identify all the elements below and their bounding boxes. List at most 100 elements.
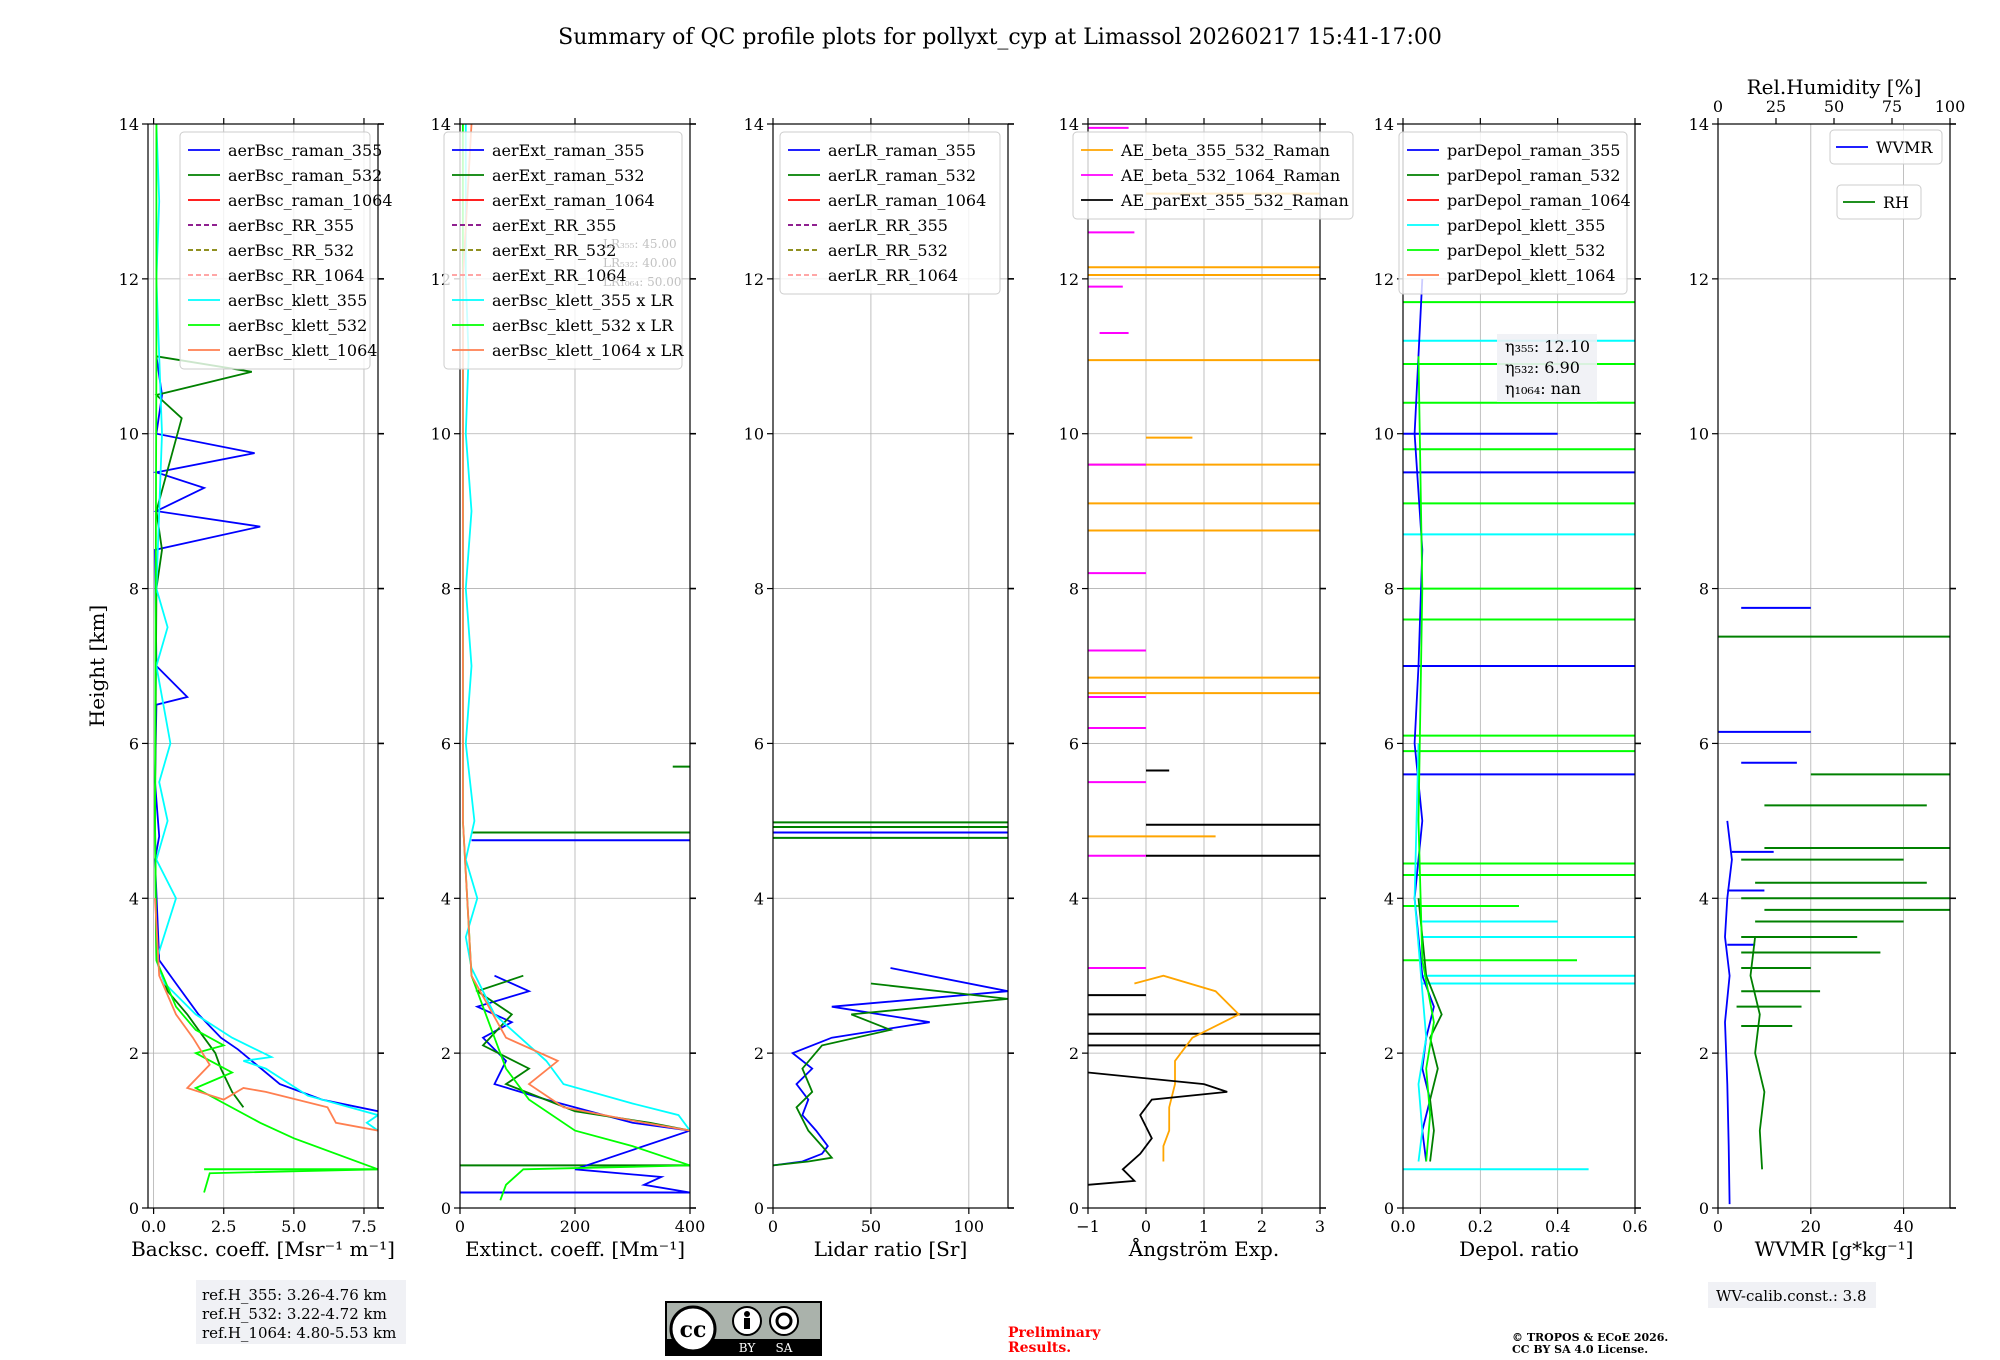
series-group [152,124,378,1193]
x-axis-label: Extinct. coeff. [Mm⁻¹] [465,1237,685,1261]
y-tick-label: 2 [1699,1044,1709,1063]
y-tick-label: 4 [754,889,764,908]
y-tick-label: 4 [441,889,451,908]
y-tick-label: 4 [1069,889,1079,908]
series-aerBsc_klett_1064 [154,898,378,1132]
y-tick-label: 10 [119,425,139,444]
legend-label: aerBsc_klett_532 [228,316,367,335]
series-RH [1749,936,1766,1170]
series-aerBsc_klett_355 [155,124,378,1132]
legend-label: aerExt_RR_532 [492,241,616,260]
y-tick-label: 4 [1699,889,1709,908]
legend-label: aerLR_raman_355 [828,141,976,160]
legend-label: RH [1883,193,1909,212]
series-AE_beta_355_532_Raman [1134,974,1241,1162]
x-tick-label: 0.0 [141,1217,166,1236]
x-tick-label: 0 [455,1217,465,1236]
y-tick-label: 14 [744,115,764,134]
series-aerLR_raman_355 [773,967,1008,1167]
legend-label: parDepol_raman_1064 [1447,191,1631,210]
y-tick-label: 10 [1374,425,1394,444]
axes-frame [147,123,379,1209]
legend-label: parDepol_klett_532 [1447,241,1605,260]
y-tick-label: 2 [129,1044,139,1063]
legend-label: AE_parExt_355_532_Raman [1120,191,1349,210]
x-tick-label: 0.0 [1390,1217,1415,1236]
cc-by-label: BY [739,1341,757,1355]
legend-label: aerExt_RR_1064 [492,266,627,285]
top-x-tick-label: 25 [1766,97,1786,116]
preliminary-line1: Preliminary [1008,1325,1101,1341]
series-aerLR_raman_532 [773,982,1008,1167]
legend-label: parDepol_raman_355 [1447,141,1620,160]
series-group [1718,606,1950,1205]
legend-label: aerExt_raman_355 [492,141,645,160]
y-tick-label: 0 [754,1199,764,1218]
series-aerExt_klett_1064 [461,124,690,1132]
series-parDepol_klett_532 [1417,356,1435,1162]
y-tick-label: 10 [1689,425,1709,444]
y-tick-label: 4 [1384,889,1394,908]
legend-label: aerBsc_raman_355 [228,141,382,160]
legend-box [179,131,371,370]
y-tick-label: 2 [441,1044,451,1063]
legend-box [1829,129,1943,165]
by-person-body [744,1318,750,1329]
y-tick-label: 8 [1069,580,1079,599]
series-aerBsc_klett_532 [154,124,378,1193]
x-tick-label: 40 [1893,1217,1913,1236]
y-tick-label: 10 [1059,425,1079,444]
axes-frame [772,123,1009,1209]
y-tick-label: 8 [441,580,451,599]
legend-label: AE_beta_532_1064_Raman [1120,166,1340,185]
series-WVMR [1724,820,1733,1205]
lr-annotation: LR₁₀₆₄: 50.00 [603,275,681,289]
top-axis-label: Rel.Humidity [%] [1747,75,1922,99]
x-tick-label: 100 [954,1217,985,1236]
legend-label: aerBsc_raman_1064 [228,191,393,210]
wv-calib-text: WV-calib.const.: 3.8 [1716,1287,1867,1305]
y-tick-label: 14 [119,115,139,134]
y-axis-label: Height [km] [85,605,109,727]
cc-logo-icon [669,1305,717,1353]
y-tick-label: 8 [129,580,139,599]
x-tick-label: 2.5 [211,1217,236,1236]
copyright-line2: CC BY SA 4.0 License. [1512,1343,1648,1356]
x-tick-label: 50 [861,1217,881,1236]
legend-label: aerExt_raman_1064 [492,191,655,210]
x-tick-label: 5.0 [281,1217,306,1236]
legend-label: aerBsc_klett_1064 x LR [492,341,684,360]
x-axis-label: Backsc. coeff. [Msr⁻¹ m⁻¹] [131,1237,395,1261]
preliminary-line2: Results. [1008,1340,1071,1356]
x-tick-label: −1 [1076,1217,1100,1236]
series-aerExt_klett_355 [464,124,690,1132]
legend-label: parDepol_raman_532 [1447,166,1620,185]
y-tick-label: 6 [754,734,764,753]
y-tick-label: 14 [1689,115,1709,134]
y-tick-label: 12 [1689,270,1709,289]
y-tick-label: 0 [129,1199,139,1218]
legend-label: aerLR_RR_355 [828,216,948,235]
legend-label: AE_beta_355_532_Raman [1120,141,1330,160]
y-tick-label: 12 [1374,270,1394,289]
legend-label: aerLR_raman_1064 [828,191,986,210]
lidar-ratio-panel: 0 50 100 0 2 4 6 8 10 12 14 Lidar ratio [Sr] aerLR_r… [744,115,1014,1261]
cc-license-badge[interactable]: cc BY SA [665,1301,822,1356]
eta-text: η₃₅₅: 12.10 [1505,337,1590,356]
x-tick-label: 2 [1257,1217,1267,1236]
x-tick-label: 3 [1315,1217,1325,1236]
eta-text: η₅₃₂: 6.90 [1505,358,1580,377]
y-tick-label: 6 [1699,734,1709,753]
series-aerBsc_raman_355 [152,356,378,1113]
y-tick-label: 12 [119,270,139,289]
depol-panel: 0.0 0.2 0.4 0.6 0 2 4 6 8 10 12 14 Depol. ratio parDe… [1374,115,1648,1261]
y-tick-label: 0 [1699,1199,1709,1218]
y-tick-label: 6 [129,734,139,753]
y-tick-label: 6 [1069,734,1079,753]
copyright-line1: © TROPOS & ECoE 2026. [1512,1331,1668,1344]
ref-height-355: ref.H_355: 3.26-4.76 km [202,1286,387,1304]
top-x-tick-label: 75 [1882,97,1902,116]
